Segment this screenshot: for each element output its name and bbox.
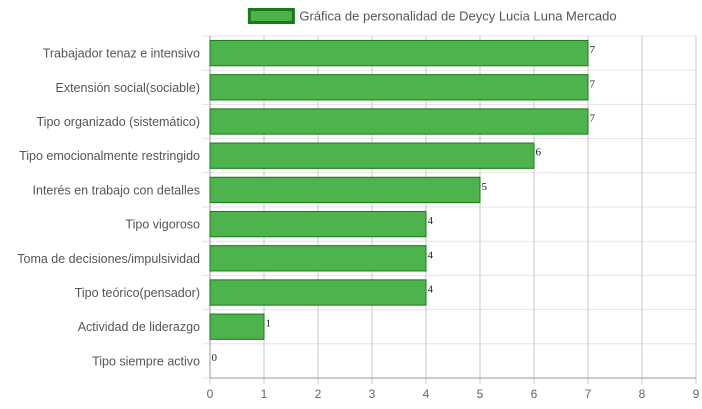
legend-label: Gráfica de personalidad de Deycy Lucia L… xyxy=(299,9,616,24)
x-tick-label: 7 xyxy=(585,387,592,401)
x-tick-label: 4 xyxy=(423,387,430,401)
x-tick-label: 5 xyxy=(477,387,484,401)
x-tick-label: 9 xyxy=(693,387,700,401)
category-label: Tipo teórico(pensador) xyxy=(75,286,200,300)
x-tick-label: 6 xyxy=(531,387,538,401)
bar xyxy=(209,176,481,204)
data-label: 5 xyxy=(482,181,488,193)
category-label: Tipo siempre activo xyxy=(92,354,200,368)
data-label: 7 xyxy=(590,44,596,56)
data-label: 6 xyxy=(536,147,542,159)
data-label: 7 xyxy=(590,78,596,90)
x-tick-label: 0 xyxy=(207,387,214,401)
category-label: Extensión social(sociable) xyxy=(55,81,200,95)
data-label: 4 xyxy=(428,215,434,227)
category-label: Tipo emocionalmente restringido xyxy=(19,149,200,163)
bar xyxy=(209,210,427,238)
x-tick-label: 8 xyxy=(639,387,646,401)
category-label: Interés en trabajo con detalles xyxy=(33,183,200,197)
x-tick-label: 2 xyxy=(315,387,322,401)
data-label: 7 xyxy=(590,113,596,125)
x-tick-label: 3 xyxy=(369,387,376,401)
bar xyxy=(209,39,589,67)
x-tick-label: 1 xyxy=(261,387,268,401)
category-label: Tipo organizado (sistemático) xyxy=(37,115,201,129)
category-label: Toma de decisiones/impulsividad xyxy=(17,252,200,266)
legend-swatch xyxy=(247,8,295,24)
bar xyxy=(209,245,427,272)
category-label: Trabajador tenaz e intensivo xyxy=(43,47,200,61)
data-label: 4 xyxy=(428,249,434,261)
category-label: Actividad de liderazgo xyxy=(78,320,200,334)
bar xyxy=(209,142,535,169)
bar xyxy=(209,313,265,340)
bar xyxy=(209,108,589,135)
data-label: 1 xyxy=(266,318,272,330)
bar xyxy=(209,279,427,306)
category-label: Tipo vigoroso xyxy=(125,218,200,232)
data-label: 0 xyxy=(212,352,218,364)
data-label: 4 xyxy=(428,284,434,296)
bar xyxy=(209,74,589,101)
